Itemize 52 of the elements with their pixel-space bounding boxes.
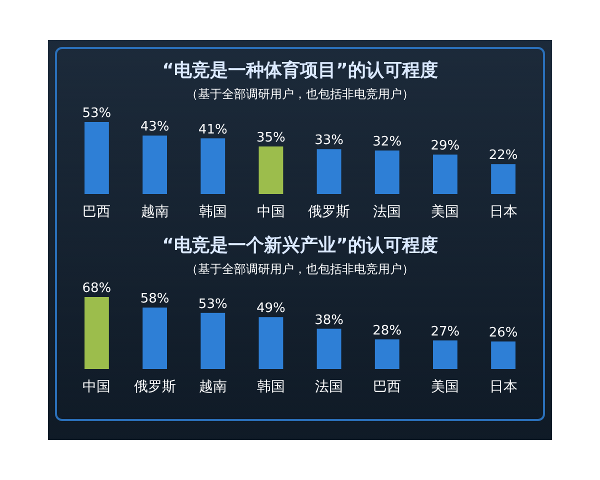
bar (433, 154, 458, 194)
bar (200, 312, 226, 369)
bar (258, 146, 284, 194)
data-label: 53% (198, 296, 228, 312)
data-label: 43% (140, 120, 170, 135)
bar (374, 150, 400, 194)
chart-subtitle: （基于全部调研用户，也包括非电竞用户） (186, 87, 414, 101)
data-label: 58% (140, 292, 170, 307)
bar (316, 149, 342, 194)
data-label: 29% (430, 138, 460, 154)
bar (84, 297, 109, 369)
data-label: 49% (256, 301, 286, 316)
data-label: 28% (372, 323, 402, 338)
x-tick-label: 中国 (82, 379, 111, 395)
data-label: 27% (430, 324, 460, 340)
x-tick-label: 韩国 (256, 379, 285, 395)
data-label: 32% (372, 134, 402, 150)
data-label: 38% (314, 312, 344, 328)
data-label: 68% (82, 281, 112, 296)
x-tick-label: 日本 (489, 204, 518, 220)
bar (200, 138, 226, 194)
bar (84, 122, 109, 194)
data-label: 35% (256, 130, 286, 146)
x-tick-label: 越南 (140, 204, 169, 220)
bar (433, 340, 458, 369)
data-label: 22% (488, 148, 518, 164)
x-tick-label: 韩国 (198, 204, 227, 220)
x-tick-label: 法国 (373, 204, 402, 220)
bar (491, 341, 516, 369)
data-label: 26% (488, 325, 518, 340)
x-tick-label: 美国 (431, 379, 460, 395)
x-tick-label: 巴西 (82, 204, 111, 220)
x-tick-label: 俄罗斯 (134, 379, 176, 395)
chart-subtitle: （基于全部调研用户，也包括非电竞用户） (186, 262, 414, 276)
x-tick-label: 法国 (315, 379, 344, 395)
x-tick-label: 日本 (489, 379, 518, 395)
bar (316, 328, 342, 369)
x-tick-label: 中国 (256, 204, 285, 220)
x-tick-label: 俄罗斯 (308, 204, 350, 220)
chart-title: “电竞是一种体育项目”的认可程度 (162, 59, 438, 81)
data-label: 41% (198, 122, 228, 138)
bar (142, 308, 167, 369)
data-label: 53% (82, 106, 112, 121)
bar (491, 164, 516, 194)
data-label: 33% (314, 133, 344, 148)
bar (374, 339, 400, 369)
chart-title: “电竞是一个新兴产业”的认可程度 (162, 235, 438, 256)
bar (258, 317, 284, 369)
bar (142, 136, 167, 194)
x-tick-label: 巴西 (373, 379, 402, 395)
x-tick-label: 越南 (198, 379, 227, 395)
x-tick-label: 美国 (431, 204, 460, 220)
